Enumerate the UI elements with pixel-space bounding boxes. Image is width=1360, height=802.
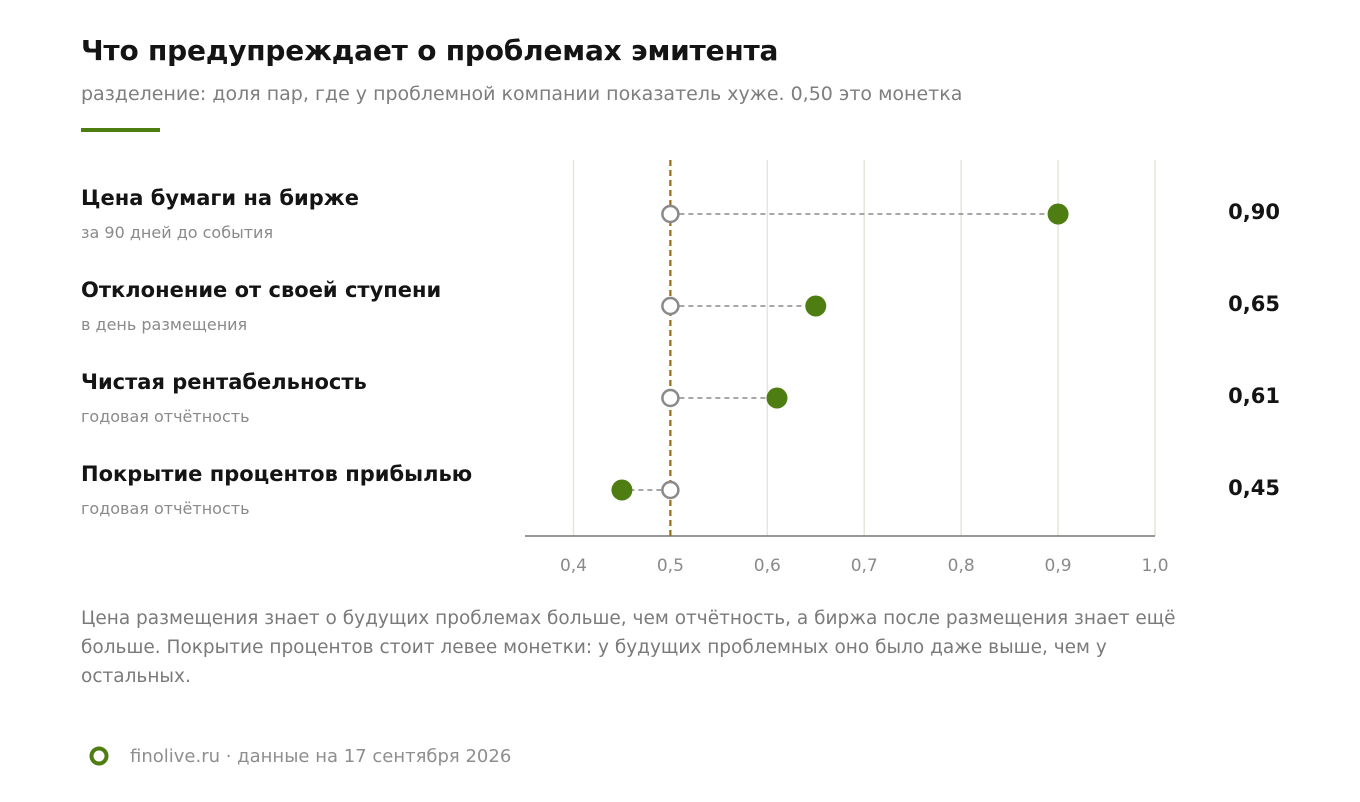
row-label: Чистая рентабельность — [81, 370, 367, 394]
chart-note: Цена размещения знает о будущих проблема… — [81, 608, 1176, 687]
x-tick-label: 0,7 — [851, 556, 878, 576]
row-value-label: 0,61 — [1228, 384, 1280, 408]
footer-source: finolive.ru · данные на 17 сентября 2026 — [130, 745, 512, 767]
value-marker — [611, 479, 633, 501]
baseline-marker — [661, 388, 680, 408]
chart-title: Что предупреждает о проблемах эмитента — [81, 34, 779, 67]
title-accent-bar — [81, 128, 160, 132]
x-tick-label: 0,6 — [754, 556, 781, 576]
row-sublabel: в день размещения — [81, 315, 248, 334]
row-label: Отклонение от своей ступени — [81, 278, 442, 302]
row-sublabel: годовая отчётность — [81, 407, 250, 426]
value-marker — [805, 295, 827, 317]
x-tick-label: 1,0 — [1141, 556, 1168, 576]
x-tick-label: 0,8 — [948, 556, 975, 576]
row-value-label: 0,45 — [1228, 476, 1280, 500]
baseline-marker — [661, 480, 680, 500]
row-value-label: 0,90 — [1228, 200, 1280, 224]
row-label: Покрытие процентов прибылью — [81, 462, 473, 486]
baseline-marker — [661, 296, 680, 316]
x-tick-label: 0,9 — [1045, 556, 1072, 576]
row-label: Цена бумаги на бирже — [81, 186, 359, 210]
value-marker — [766, 387, 788, 409]
row-sublabel: годовая отчётность — [81, 499, 250, 518]
x-tick-label: 0,4 — [560, 556, 587, 576]
value-marker — [1047, 203, 1069, 225]
footer: finolive.ru · данные на 17 сентября 2026 — [88, 745, 511, 767]
baseline-marker — [661, 204, 680, 224]
x-tick-label: 0,5 — [657, 556, 684, 576]
row-sublabel: за 90 дней до события — [81, 223, 274, 242]
row-value-label: 0,65 — [1228, 292, 1280, 316]
finolive-logo-icon — [89, 746, 109, 766]
chart-subtitle: разделение: доля пар, где у проблемной к… — [81, 83, 963, 105]
